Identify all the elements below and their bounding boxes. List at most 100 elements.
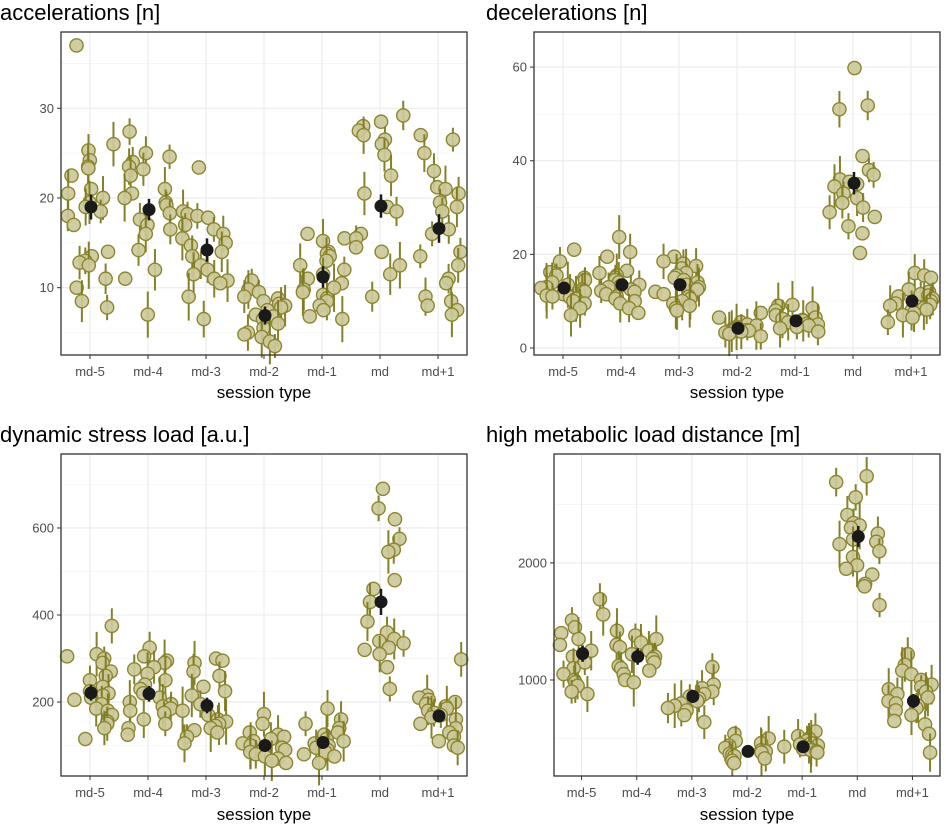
data-point [372, 646, 387, 662]
data-point [445, 132, 461, 147]
data-point [848, 490, 863, 505]
data-point [319, 253, 334, 269]
mean-point [906, 694, 920, 708]
data-point [682, 298, 698, 314]
data-point [196, 679, 211, 695]
mean-point [905, 294, 919, 308]
data-point [147, 262, 163, 278]
x-tick-label: md-5 [567, 785, 597, 800]
data-point [97, 720, 112, 736]
data-point [622, 244, 638, 260]
category-points-md [348, 100, 411, 312]
category-points-md [828, 457, 887, 618]
data-point [360, 614, 375, 629]
data-point [292, 257, 308, 273]
plot-frame [60, 453, 468, 777]
data-point [158, 672, 173, 688]
data-point [387, 572, 402, 588]
data-point [374, 244, 389, 260]
data-point [184, 688, 200, 703]
data-point [138, 145, 154, 161]
data-point [552, 637, 568, 653]
y-tick-label: 400 [32, 608, 54, 623]
data-point [186, 664, 201, 679]
category-points-md-3 [660, 653, 722, 739]
y-tick-label: 10 [40, 280, 54, 295]
data-point [566, 242, 582, 257]
data-point [435, 204, 450, 219]
data-point [296, 746, 312, 762]
mean-point [686, 689, 700, 703]
data-point [922, 745, 938, 760]
plot-frame [60, 31, 468, 356]
panel-decelerations: decelerations [n] 0 20 40 60 md-5 md-4 md-3 md-… [486, 0, 941, 402]
data-point [270, 316, 286, 331]
data-point [158, 716, 173, 732]
x-tick-label: md-3 [191, 785, 221, 800]
data-point [64, 168, 79, 183]
data-point [389, 204, 404, 219]
data-point [364, 289, 380, 304]
data-point [136, 649, 152, 664]
data-point [59, 649, 75, 664]
data-point [81, 161, 96, 176]
data-point [595, 607, 611, 622]
data-point [880, 314, 896, 330]
data-point [336, 262, 352, 278]
data-point [214, 244, 230, 260]
data-point [859, 468, 874, 484]
data-point [449, 199, 465, 215]
data-point [140, 307, 156, 322]
data-point [138, 226, 154, 242]
data-point [60, 186, 76, 201]
data-point [923, 270, 939, 286]
x-tick-label: md-2 [249, 785, 279, 800]
data-point [373, 114, 389, 130]
data-point [696, 714, 712, 730]
data-point [382, 681, 398, 697]
data-point [631, 305, 646, 321]
data-point [855, 200, 871, 215]
data-point [98, 271, 113, 287]
data-point [705, 659, 720, 675]
data-point [175, 703, 190, 719]
x-tick-label: md-3 [677, 785, 707, 800]
data-point [828, 474, 844, 490]
data-point [120, 727, 136, 742]
x-tick-label: md-4 [133, 364, 163, 379]
data-point [599, 249, 615, 264]
mean-point [84, 200, 98, 214]
y-tick-label: 600 [32, 520, 54, 535]
data-point [186, 266, 201, 282]
mean-point [557, 281, 571, 295]
data-point [215, 653, 230, 668]
data-point [726, 755, 742, 771]
data-point [453, 652, 469, 667]
data-point [810, 324, 826, 339]
x-tick-label: md-5 [75, 364, 105, 379]
data-point [217, 683, 233, 699]
data-point [100, 244, 116, 260]
category-points-md-1 [768, 280, 826, 348]
data-point [335, 311, 350, 327]
data-point [835, 195, 850, 211]
data-point [426, 163, 442, 179]
data-point [592, 591, 608, 607]
x-tick-label: md-1 [307, 364, 337, 379]
y-tick-label: 2000 [518, 555, 547, 570]
data-point [872, 543, 887, 559]
data-point [298, 716, 313, 732]
data-point [919, 302, 934, 317]
grid [554, 454, 940, 776]
data-point [669, 303, 685, 318]
data-point [431, 733, 447, 749]
category-points-md-5 [60, 38, 121, 323]
data-point [855, 225, 870, 241]
mean-point [631, 650, 645, 664]
data-point [860, 98, 876, 113]
data-point [832, 101, 847, 117]
x-tick-label: md-2 [722, 364, 752, 379]
data-point [320, 701, 335, 716]
panel-high-metabolic-load-distance: high metabolic load distance [m] 1000 200… [486, 422, 941, 824]
data-point [563, 307, 579, 323]
